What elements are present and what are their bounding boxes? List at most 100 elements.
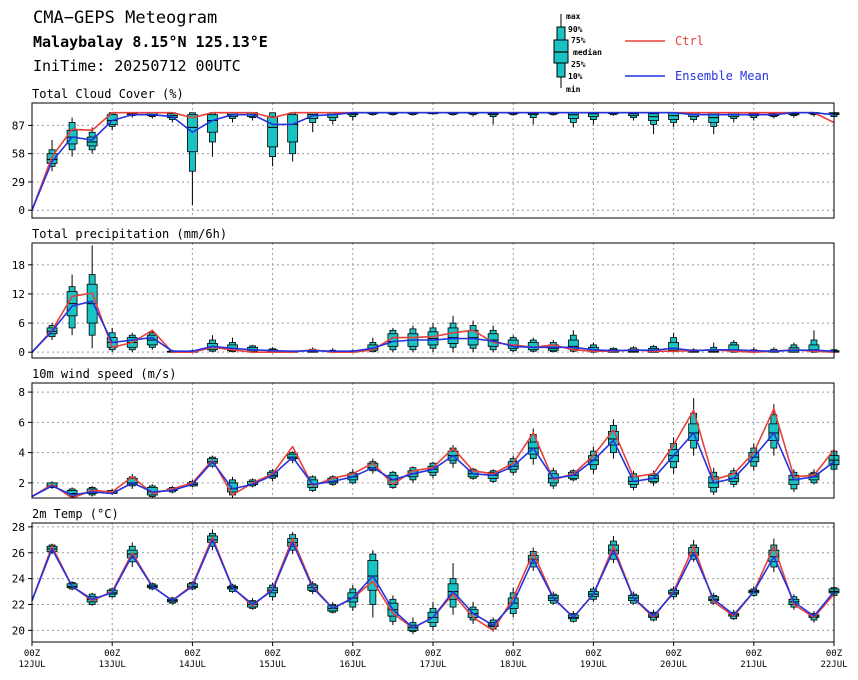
ensemble-box bbox=[567, 112, 579, 128]
ensemble-box bbox=[688, 398, 700, 456]
ensemble-box bbox=[648, 112, 659, 135]
init-time-label: IniTime: 20250712 00UTC bbox=[33, 57, 241, 75]
box-25-75 bbox=[668, 342, 679, 351]
x-tick-date: 13JUL bbox=[99, 660, 126, 670]
x-tick-date: 17JUL bbox=[419, 660, 446, 670]
ensemble-box bbox=[567, 330, 579, 353]
y-tick-label: 12 bbox=[12, 288, 25, 301]
box-25-75 bbox=[267, 116, 279, 148]
ensemble-box bbox=[708, 112, 720, 135]
panel-frame bbox=[31, 242, 835, 359]
ensemble-box bbox=[186, 112, 198, 206]
panel-title: Total precipitation (mm/6h) bbox=[32, 227, 227, 241]
legend-ctrl-label: Ctrl bbox=[675, 34, 704, 48]
ensemble-box bbox=[808, 330, 820, 353]
legend-label-75: 75% bbox=[571, 36, 586, 45]
panel-2: Total precipitation (mm/6h) 0 6 12 18 bbox=[12, 227, 840, 359]
x-tick-date: 20JUL bbox=[660, 660, 687, 670]
x-tick-hour: 00Z bbox=[184, 649, 201, 659]
y-tick-label: 29 bbox=[12, 176, 25, 189]
ensemble-box bbox=[527, 337, 539, 353]
ensemble-box bbox=[768, 404, 780, 456]
x-tick-hour: 00Z bbox=[425, 649, 442, 659]
y-tick-label: 8 bbox=[18, 386, 25, 399]
x-tick-hour: 00Z bbox=[665, 649, 682, 659]
header: CMA−GEPS Meteogram Malaybalay 8.15°N 125… bbox=[33, 8, 268, 75]
y-tick-label: 58 bbox=[12, 148, 25, 161]
panel-title: 2m Temp (°C) bbox=[32, 507, 119, 521]
x-axis: 00Z12JUL00Z13JUL00Z14JUL00Z15JUL00Z16JUL… bbox=[18, 642, 848, 670]
x-tick-hour: 00Z bbox=[746, 649, 763, 659]
ensemble-box bbox=[267, 112, 279, 167]
x-tick-date: 16JUL bbox=[339, 660, 366, 670]
y-tick-label: 2 bbox=[18, 477, 25, 490]
y-tick-label: 6 bbox=[18, 416, 25, 429]
x-tick-hour: 00Z bbox=[826, 649, 843, 659]
panel-3: 10m wind speed (m/s) 2 4 6 8 bbox=[18, 367, 840, 499]
panel-1: Total Cloud Cover (%) 0 29 58 87 bbox=[12, 87, 840, 219]
ensemble-box bbox=[347, 112, 359, 121]
legend-label-25: 25% bbox=[571, 60, 586, 69]
legend-label-90: 90% bbox=[568, 25, 583, 34]
panel-title: 10m wind speed (m/s) bbox=[32, 367, 177, 381]
legend-label-max: max bbox=[566, 12, 581, 21]
y-tick-label: 87 bbox=[12, 119, 25, 132]
ensemble-box bbox=[588, 112, 599, 125]
y-tick-label: 0 bbox=[18, 204, 25, 217]
box-25-75 bbox=[567, 112, 579, 119]
legend-label-10: 10% bbox=[568, 72, 583, 81]
ensemble-box bbox=[487, 325, 499, 353]
ensemble-box bbox=[287, 112, 299, 162]
ensemble-box bbox=[447, 315, 459, 353]
y-tick-label: 28 bbox=[12, 521, 25, 534]
x-tick-date: 19JUL bbox=[580, 660, 607, 670]
panel-frame bbox=[31, 382, 835, 499]
panel-title: Total Cloud Cover (%) bbox=[32, 87, 184, 101]
box-25-75 bbox=[287, 114, 299, 143]
location-label: Malaybalay 8.15°N 125.13°E bbox=[33, 33, 268, 51]
panel-frame bbox=[31, 102, 835, 219]
x-tick-date: 22JUL bbox=[820, 660, 847, 670]
y-tick-label: 24 bbox=[12, 573, 26, 586]
panels: Total Cloud Cover (%) 0 29 58 87 Total precip… bbox=[12, 87, 840, 643]
legend: max 90% 75% median 25% 10% min Ctrl Ense… bbox=[553, 12, 769, 94]
ensemble-mean-line bbox=[31, 538, 835, 629]
x-tick-date: 18JUL bbox=[500, 660, 527, 670]
ensemble-mean-line bbox=[31, 111, 835, 211]
y-tick-label: 26 bbox=[12, 547, 25, 560]
x-tick-hour: 00Z bbox=[585, 649, 602, 659]
box-25-75 bbox=[207, 114, 218, 133]
x-tick-date: 14JUL bbox=[179, 660, 206, 670]
legend-label-median: median bbox=[573, 47, 602, 57]
x-tick-hour: 00Z bbox=[24, 649, 41, 659]
ensemble-box bbox=[527, 112, 539, 125]
panel-4: 2m Temp (°C) 20 22 24 26 28 bbox=[12, 507, 840, 643]
ensemble-box bbox=[447, 563, 459, 615]
ensemble-box bbox=[487, 112, 499, 125]
legend-mean-label: Ensemble Mean bbox=[675, 69, 769, 83]
ensemble-box bbox=[407, 325, 419, 353]
x-tick-hour: 00Z bbox=[345, 649, 362, 659]
ensemble-box bbox=[387, 327, 399, 353]
x-tick-date: 12JUL bbox=[18, 660, 45, 670]
ensemble-box bbox=[467, 320, 479, 353]
y-tick-label: 20 bbox=[12, 624, 25, 637]
x-tick-hour: 00Z bbox=[264, 649, 281, 659]
chart-title: CMA−GEPS Meteogram bbox=[33, 8, 217, 28]
x-tick-date: 15JUL bbox=[259, 660, 286, 670]
ensemble-mean-line bbox=[31, 432, 835, 498]
ensemble-box bbox=[207, 335, 218, 353]
x-tick-hour: 00Z bbox=[104, 649, 121, 659]
y-tick-label: 4 bbox=[18, 447, 25, 460]
y-tick-label: 22 bbox=[12, 598, 25, 611]
y-tick-label: 6 bbox=[18, 317, 25, 330]
ensemble-mean-line bbox=[31, 300, 835, 353]
x-tick-hour: 00Z bbox=[505, 649, 522, 659]
x-tick-date: 21JUL bbox=[740, 660, 767, 670]
box-25-75 bbox=[447, 327, 459, 344]
ensemble-box bbox=[668, 332, 679, 353]
ensemble-box bbox=[427, 323, 439, 353]
y-tick-label: 18 bbox=[12, 259, 25, 272]
y-tick-label: 0 bbox=[18, 346, 25, 359]
